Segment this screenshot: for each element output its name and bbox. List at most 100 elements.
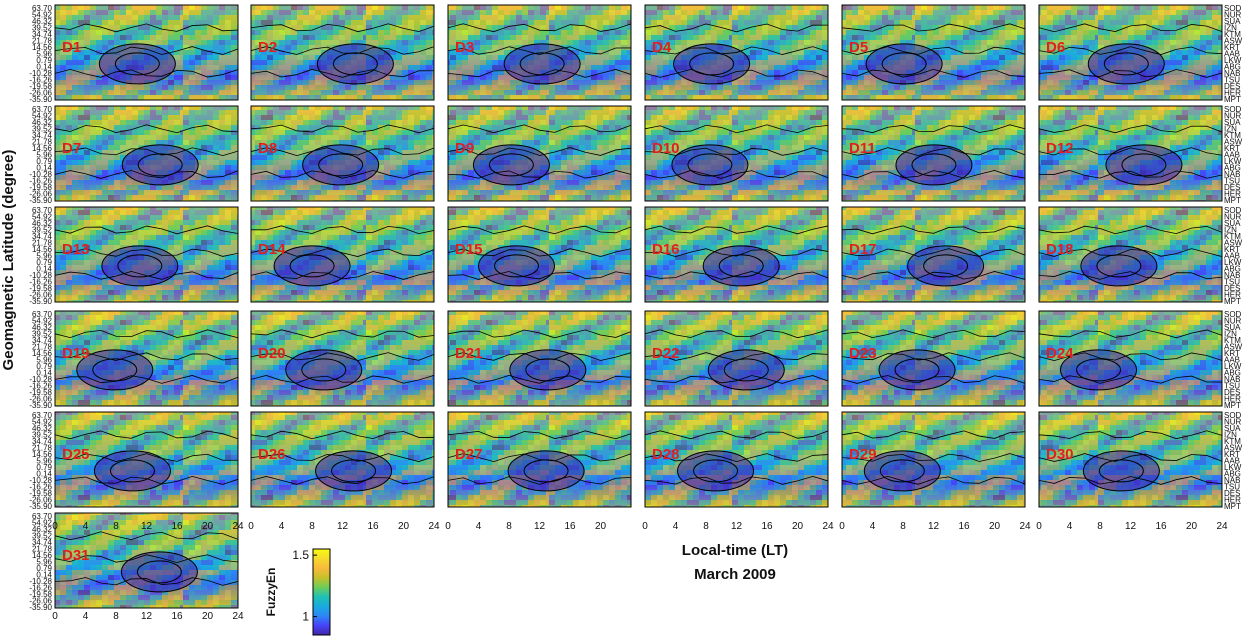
station-label: KRT — [1224, 245, 1240, 254]
y-tick-label: 21.78 — [32, 239, 53, 248]
contour-line — [447, 147, 632, 156]
y-tick-label: 39.52 — [32, 125, 53, 134]
y-tick-label: 14.56 — [32, 551, 53, 560]
contour-line — [1038, 352, 1223, 362]
colorbar-label: FuzzyEn — [264, 568, 278, 617]
x-tick-label: 20 — [202, 521, 214, 532]
contour-line — [250, 225, 435, 235]
station-label: IZN — [1224, 24, 1237, 33]
panel-label: D18 — [1046, 241, 1074, 258]
y-tick-label: -35.90 — [29, 502, 52, 511]
panel-label: D26 — [258, 446, 286, 463]
panel-d19: D19 63.7054.9246.3239.5234.7421.7814.565.… — [29, 310, 239, 410]
panel-d1: D1 63.7054.9246.3239.5234.7421.7814.565.9… — [29, 4, 239, 104]
y-tick-label: -16.26 — [29, 584, 52, 593]
contour-line — [1076, 358, 1122, 382]
panel-d22: D22 — [644, 310, 829, 407]
x-tick-label: 8 — [900, 521, 906, 532]
y-tick-label: 54.92 — [32, 317, 53, 326]
panel-frame — [54, 310, 239, 407]
panel-d2: D2 — [250, 4, 435, 101]
panel-d8: D8 — [250, 105, 435, 202]
station-label: KRT — [1224, 450, 1240, 459]
y-tick-label: 46.32 — [32, 323, 53, 332]
contour-line — [250, 430, 435, 440]
x-tick-label: 12 — [337, 521, 349, 532]
x-tick-label: 24 — [232, 521, 244, 532]
station-label: HER — [1224, 291, 1241, 300]
panel-d12: D12 SODNURSUAIZNKTMASWKRTAABLKWABGNABTSUD… — [1038, 105, 1243, 205]
station-label: LKW — [1224, 56, 1242, 65]
contour-line — [644, 248, 829, 258]
contour-line — [250, 352, 435, 362]
panel-frame — [1038, 411, 1223, 508]
panel-label: D1 — [62, 39, 81, 56]
low-entropy-region — [273, 245, 351, 287]
y-tick-label: -10.28 — [29, 170, 52, 179]
y-tick-label: 0.79 — [36, 564, 52, 573]
panel-d3: D3 — [447, 4, 632, 101]
y-tick-label: 63.70 — [32, 4, 53, 13]
panel-label: D6 — [1046, 39, 1065, 56]
contour-line — [54, 375, 239, 384]
contour-line — [687, 153, 733, 177]
x-tick-label: 12 — [1125, 521, 1137, 532]
panel-d27: D27 0 4 8 12 16 20 — [445, 411, 632, 532]
contour-line — [1096, 254, 1142, 278]
panel-frame — [250, 206, 435, 303]
station-label: KRT — [1224, 349, 1240, 358]
panel-d18: D18 SODNURSUAIZNKTMASWKRTAABLKWABGNABTSUD… — [1038, 206, 1243, 306]
y-tick-label: 54.92 — [32, 11, 53, 20]
y-tick-label: -19.58 — [29, 82, 52, 91]
station-label: NAB — [1224, 69, 1240, 78]
y-tick-label: -26.06 — [29, 89, 52, 98]
contour-line — [923, 254, 969, 278]
panel-d30: D30 SODNURSUAIZNKTMASWKRTAABLKWABGNABTSUD… — [1036, 411, 1242, 532]
y-tick-label: 21.78 — [32, 138, 53, 147]
contour-line — [841, 248, 1026, 257]
panel-label: D29 — [849, 446, 877, 463]
y-tick-label: 0.79 — [36, 362, 52, 371]
contour-line — [494, 254, 540, 278]
x-tick-label: 16 — [564, 521, 576, 532]
contour-line — [1038, 170, 1223, 179]
y-tick-label: 34.74 — [32, 336, 53, 345]
contour-line — [1038, 147, 1223, 156]
y-tick-label: 14.56 — [32, 349, 53, 358]
y-tick-label: 34.74 — [32, 131, 53, 140]
x-tick-label: 20 — [202, 611, 214, 622]
contour-line — [250, 271, 435, 280]
contour-line — [644, 270, 829, 280]
contour-line — [718, 254, 764, 278]
contour-line — [114, 52, 160, 76]
low-entropy-region — [285, 349, 363, 391]
panel-frame — [841, 206, 1026, 303]
panel-label: D7 — [62, 140, 81, 157]
contour-line — [644, 453, 829, 463]
y-tick-label: 5.96 — [36, 457, 52, 466]
contour-line — [447, 225, 632, 235]
x-tick-label: 4 — [83, 521, 89, 532]
x-tick-label: 12 — [141, 521, 153, 532]
panel-label: D22 — [652, 345, 680, 362]
panel-label: D24 — [1046, 345, 1074, 362]
contour-line — [447, 430, 632, 440]
contour-line — [1038, 329, 1223, 339]
y-tick-label: 39.52 — [32, 431, 53, 440]
panel-label: D14 — [258, 241, 286, 258]
contour-line — [92, 358, 138, 382]
panel-label: D12 — [1046, 140, 1074, 157]
contour-line — [447, 46, 632, 56]
contour-line — [54, 270, 239, 280]
panel-d14: D14 — [250, 206, 435, 303]
contour-line — [841, 46, 1026, 55]
contour-line — [250, 248, 435, 257]
panel-label: D19 — [62, 345, 90, 362]
contour-line — [447, 69, 632, 78]
station-label: SOD — [1224, 4, 1242, 13]
contour-line — [54, 170, 239, 179]
y-tick-label: 0.79 — [36, 157, 52, 166]
contour-line — [841, 68, 1026, 78]
panel-frame — [1038, 206, 1223, 303]
y-tick-label: -16.26 — [29, 483, 52, 492]
